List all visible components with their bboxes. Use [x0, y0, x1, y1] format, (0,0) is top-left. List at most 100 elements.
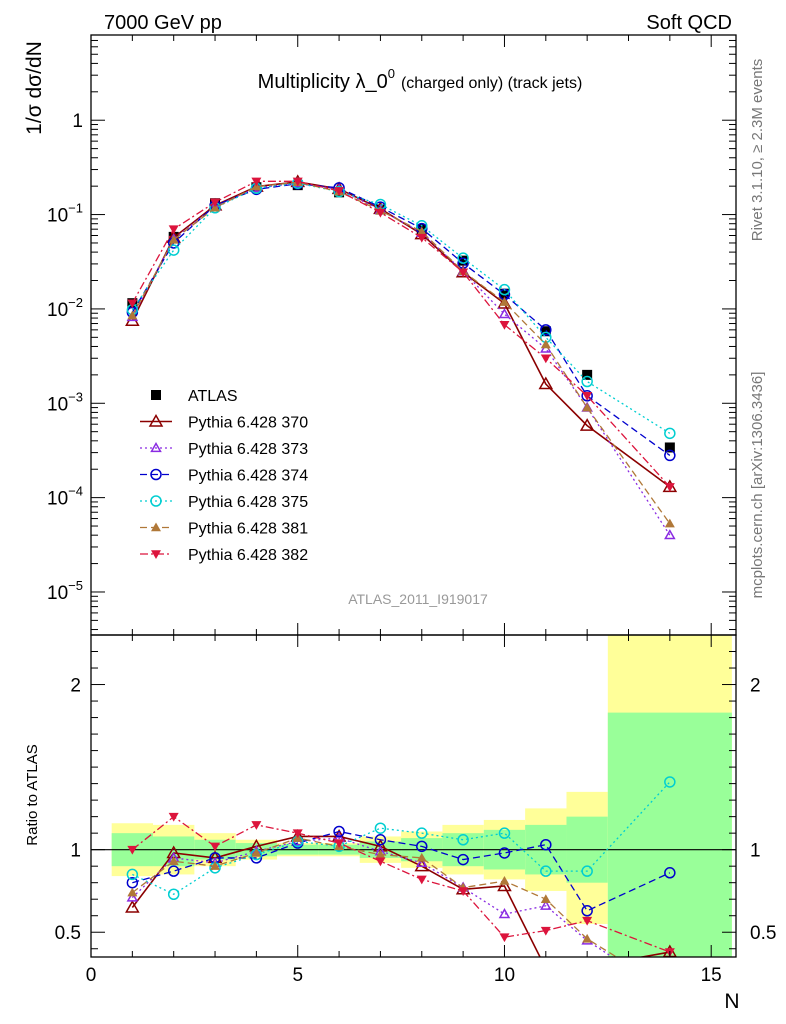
legend-label: Pythia 6.428 381 [188, 521, 308, 538]
x-tick-label: 5 [292, 965, 303, 986]
legend-label: Pythia 6.428 375 [188, 494, 308, 511]
legend-label: Pythia 6.428 382 [188, 547, 308, 564]
ratio-point [582, 933, 593, 943]
data-point [499, 297, 510, 306]
data-point [375, 208, 386, 218]
ratio-line [131, 837, 614, 957]
ratio-point [540, 899, 552, 910]
data-point [499, 320, 510, 330]
rivet-label: Rivet 3.1.10, ≥ 2.3M events [749, 59, 766, 242]
data-point [664, 483, 675, 492]
ratio-point [499, 876, 510, 885]
ratio-y-tick-label-right: 1 [750, 841, 761, 862]
ratio-point [126, 868, 139, 881]
data-point [664, 427, 676, 440]
legend-marker [150, 468, 162, 481]
main-title: Multiplicity λ_00 (charged only) (track j… [258, 66, 583, 93]
ratio-point [457, 834, 469, 846]
legend-item-atlas: ATLAS [151, 388, 238, 405]
ratio-point [581, 865, 593, 877]
ratio-point [333, 825, 345, 838]
ratio-point [374, 834, 387, 846]
legend-marker [151, 522, 161, 532]
data-point [582, 392, 593, 401]
ratio-point [497, 878, 512, 892]
ratio-point [416, 875, 427, 885]
ratio-point [499, 933, 510, 943]
legend-item-pythia-6-428-374: Pythia 6.428 374 [140, 468, 308, 485]
data-point [167, 244, 180, 256]
ratio-y-tick-label: 1 [70, 841, 81, 862]
data-point [664, 529, 676, 540]
main-frame [90, 34, 737, 636]
legend-item-pythia-6-428-373: Pythia 6.428 373 [140, 441, 308, 458]
x-tick-label: 15 [701, 965, 722, 986]
data-point [538, 376, 554, 390]
data-point [127, 299, 138, 309]
ratio-point [540, 838, 552, 851]
ratio-point [416, 840, 428, 853]
title-main: Multiplicity λ_0 [258, 71, 388, 93]
legend-item-pythia-6-428-381: Pythia 6.428 381 [140, 521, 308, 538]
title-sup: 0 [388, 66, 395, 81]
ratio-point [127, 887, 138, 897]
ratio-point [665, 985, 675, 994]
analysis-label: ATLAS_2011_I919017 [348, 591, 488, 607]
data-point [416, 233, 427, 243]
data-point [168, 225, 179, 235]
y-tick-label: 10−2 [47, 295, 83, 321]
legend-label: Pythia 6.428 373 [188, 441, 308, 458]
legend-label: ATLAS [188, 388, 238, 405]
data-point [582, 369, 593, 380]
data-point [664, 518, 675, 528]
ratio-point [581, 961, 593, 972]
ratio-uncertainty-bands [91, 635, 736, 957]
data-point [210, 198, 221, 208]
ratio-point [498, 847, 511, 859]
ratio-point [416, 827, 428, 839]
ratio-point [292, 829, 303, 839]
legend-marker [150, 495, 162, 507]
legend: ATLAS Pythia 6.428 370 Pythia 6.428 373 Pyt… [140, 388, 308, 564]
ratio-point [457, 853, 469, 866]
y-tick-label: 10−4 [47, 484, 83, 510]
legend-marker [150, 441, 162, 453]
ratio-point [167, 888, 180, 901]
legend-marker [148, 413, 164, 427]
ratio-point [458, 887, 469, 896]
legend-label: Pythia 6.428 370 [188, 415, 308, 432]
ratio-frame [90, 634, 737, 958]
ratio-point [540, 963, 552, 974]
ratio-y-tick-label-right: 0.5 [750, 923, 776, 944]
data-point [251, 177, 262, 187]
ratio-point [498, 827, 511, 839]
ratio-point [540, 926, 551, 936]
ratio-point [374, 822, 387, 834]
y-tick-label: 10−5 [47, 578, 83, 604]
ratio-point [251, 821, 262, 830]
ratio-point [251, 847, 262, 857]
ratio-point [125, 899, 140, 913]
ratio-point [167, 865, 180, 877]
data-point [540, 354, 551, 364]
ratio-point [581, 905, 593, 917]
ratio-ylabel: Ratio to ATLAS [24, 744, 41, 845]
ratio-point [334, 839, 345, 849]
ratio-point [127, 845, 138, 855]
ratio-point [210, 842, 221, 852]
ratio-point [416, 852, 427, 862]
ratio-point [375, 849, 386, 859]
data-point [334, 187, 345, 196]
ratio-point [582, 916, 593, 926]
header-left: 7000 GeV pp [104, 12, 222, 34]
data-point [498, 283, 511, 296]
ratio-point [664, 867, 676, 879]
legend-marker [151, 550, 161, 559]
ratio-xlabel: N [724, 990, 739, 1013]
data-point [127, 310, 138, 320]
ratio-point [540, 894, 551, 903]
data-point [458, 268, 469, 278]
data-point [581, 375, 593, 388]
data-point [540, 324, 552, 336]
